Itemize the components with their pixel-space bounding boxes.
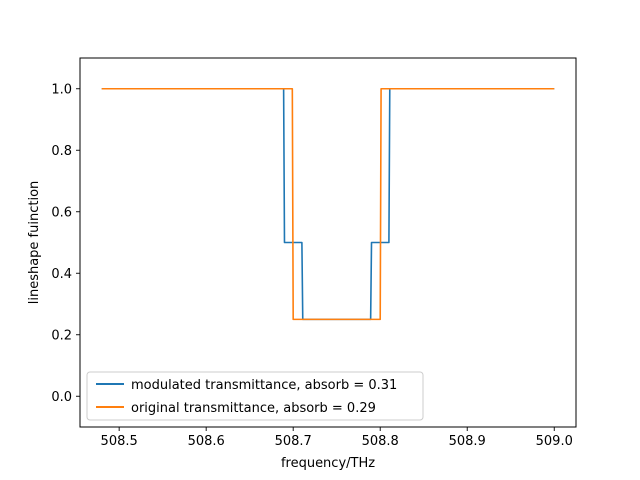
y-tick-label: 0.2 <box>51 328 72 343</box>
x-tick-label: 508.7 <box>275 434 312 449</box>
y-tick-label: 0.4 <box>51 267 72 282</box>
legend: modulated transmittance, absorb = 0.31 o… <box>86 371 424 421</box>
x-tick-label: 508.6 <box>188 434 225 449</box>
y-tick-label: 1.0 <box>51 82 72 97</box>
y-axis-label: lineshape fuinction <box>27 181 42 305</box>
y-axis: 0.0 0.2 0.4 0.6 0.8 1.0 <box>51 82 80 405</box>
legend-box <box>86 371 424 421</box>
legend-label-original: original transmittance, absorb = 0.29 <box>131 401 376 416</box>
x-tick-label: 508.8 <box>362 434 399 449</box>
x-tick-label: 508.5 <box>101 434 138 449</box>
legend-label-modulated: modulated transmittance, absorb = 0.31 <box>131 378 397 393</box>
x-tick-label: 509.0 <box>536 434 573 449</box>
series-line-original <box>101 87 555 321</box>
plot-frame <box>79 57 577 428</box>
x-axis: 508.5 508.6 508.7 508.8 508.9 509.0 <box>101 427 573 449</box>
series-layer <box>101 87 555 321</box>
y-tick-label: 0.0 <box>51 390 72 405</box>
x-tick-label: 508.9 <box>449 434 486 449</box>
y-tick-label: 0.6 <box>51 205 72 220</box>
x-axis-label: frequency/THz <box>281 456 375 471</box>
y-tick-label: 0.8 <box>51 144 72 159</box>
